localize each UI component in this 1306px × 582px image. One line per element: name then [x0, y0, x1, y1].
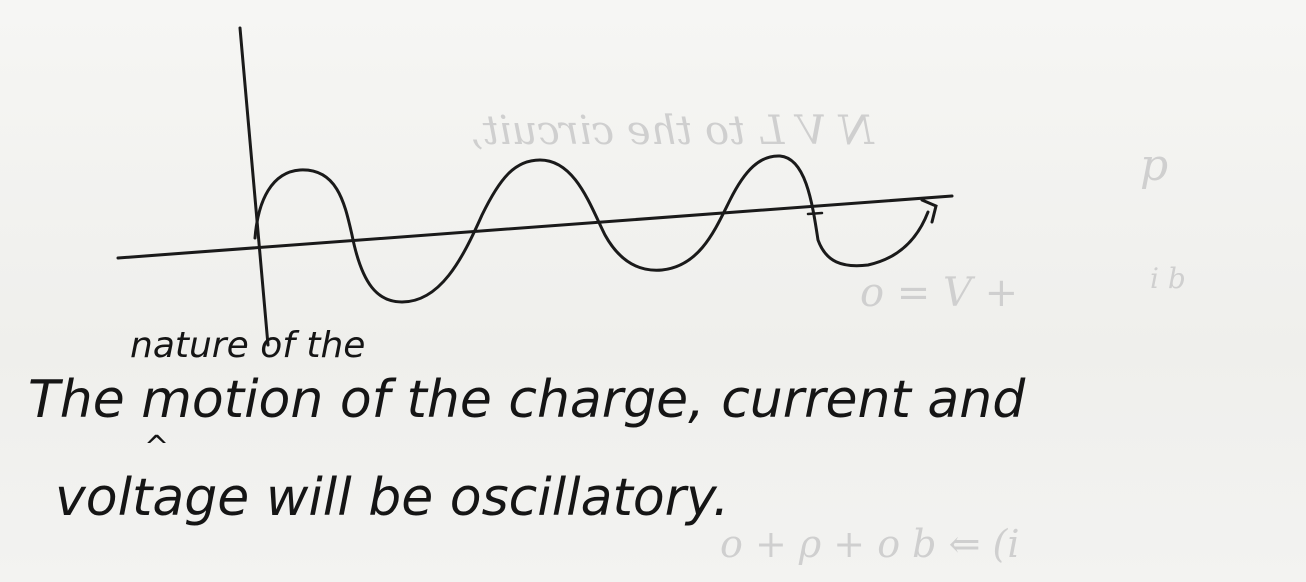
- bleed-through-formula: o = V +: [860, 270, 1019, 316]
- x-axis-arrow: [806, 211, 824, 216]
- bleed-through-fragment: p: [1140, 140, 1169, 191]
- bleed-through-formula-bottom: o + ρ + o b ⇐ (i: [720, 522, 1020, 566]
- note-line-2: voltage will be oscillatory.: [55, 468, 730, 528]
- inserted-phrase: nature of the: [130, 325, 366, 366]
- x-axis: [116, 194, 954, 260]
- bleed-through-fraction: i b: [1150, 262, 1186, 295]
- y-axis: [238, 26, 270, 347]
- note-line-1: The motion of the charge, current and: [28, 370, 1026, 430]
- arrowhead-mark: [920, 198, 938, 224]
- insertion-caret: ^: [144, 430, 170, 465]
- oscillating-curve: [253, 154, 930, 304]
